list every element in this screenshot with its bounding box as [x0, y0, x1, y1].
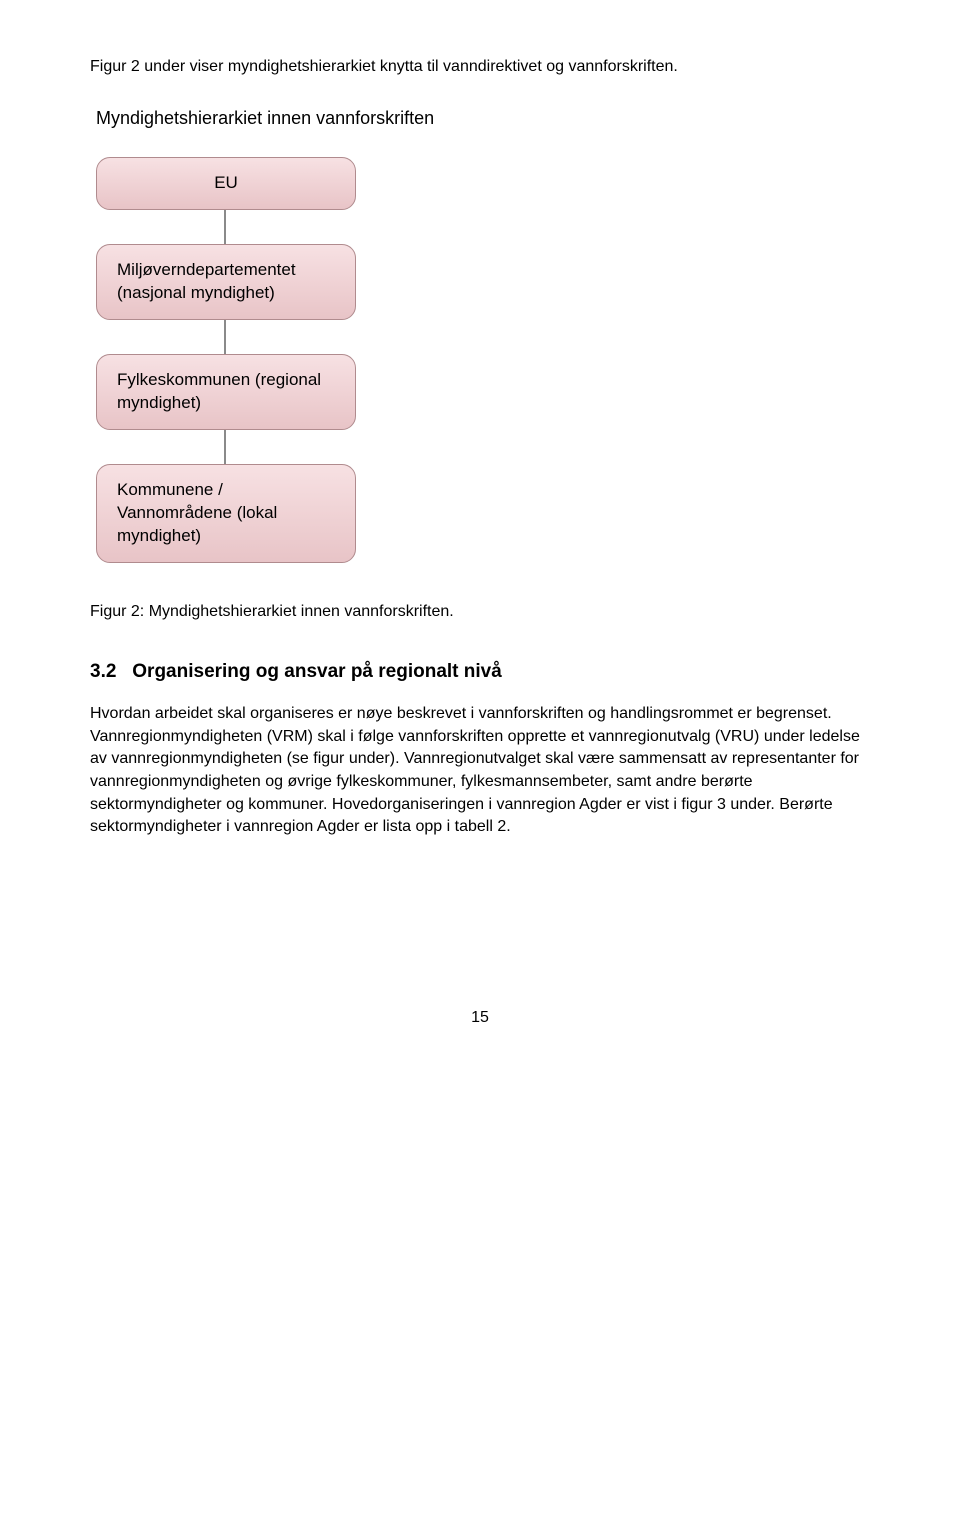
connector [224, 210, 226, 244]
body-paragraph: Hvordan arbeidet skal organiseres er nøy… [90, 703, 870, 839]
section-title: Organisering og ansvar på regionalt nivå [132, 661, 502, 682]
figure-caption: Figur 2: Myndighetshierarkiet innen vann… [90, 603, 870, 621]
page-number: 15 [90, 1009, 870, 1027]
hierarchy-diagram: Myndighetshierarkiet innen vannforskrift… [90, 108, 870, 563]
intro-paragraph: Figur 2 under viser myndighetshierarkiet… [90, 56, 870, 78]
hierarchy-node-region: Fylkeskommunen (regional myndighet) [96, 354, 356, 430]
connector [224, 430, 226, 464]
diagram-title: Myndighetshierarkiet innen vannforskrift… [96, 108, 870, 129]
hierarchy-node-dept: Miljøverndepartementet (nasjonal myndigh… [96, 244, 356, 320]
section-number: 3.2 [90, 661, 116, 682]
section-heading: 3.2 Organisering og ansvar på regionalt … [90, 661, 870, 683]
hierarchy-flow: EU Miljøverndepartementet (nasjonal mynd… [96, 157, 870, 563]
connector [224, 320, 226, 354]
hierarchy-node-eu: EU [96, 157, 356, 210]
page-container: Figur 2 under viser myndighetshierarkiet… [0, 0, 960, 1067]
hierarchy-node-local: Kommunene / Vannområdene (lokal myndighe… [96, 464, 356, 563]
